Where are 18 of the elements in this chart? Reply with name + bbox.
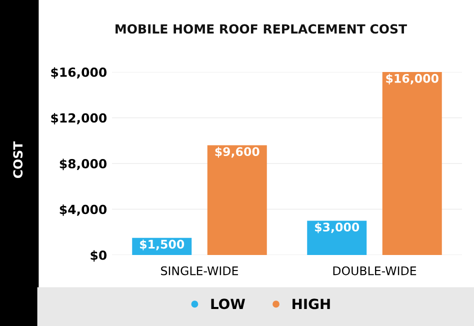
y-axis-title: COST [13, 141, 23, 178]
y-tick-label: $0 [90, 250, 107, 262]
legend-label: HIGH [292, 298, 330, 310]
y-tick-label: $4,000 [60, 204, 107, 216]
x-tick-label: DOUBLE-WIDE [333, 266, 416, 276]
legend-label: LOW [211, 298, 246, 310]
chart-title: MOBILE HOME ROOF REPLACEMENT COST [116, 24, 407, 34]
data-label: $1,500 [140, 240, 184, 250]
data-label: $9,600 [215, 146, 260, 158]
y-tick-label: $16,000 [51, 67, 107, 79]
y-tick-label: $8,000 [60, 158, 107, 170]
bar [307, 220, 367, 255]
data-label: $16,000 [386, 74, 438, 84]
y-tick-label: $12,000 [51, 113, 107, 124]
bar [207, 145, 267, 255]
x-tick-label: SINGLE-WIDE [161, 266, 238, 276]
bar [382, 72, 442, 255]
data-label: $3,000 [315, 222, 360, 234]
